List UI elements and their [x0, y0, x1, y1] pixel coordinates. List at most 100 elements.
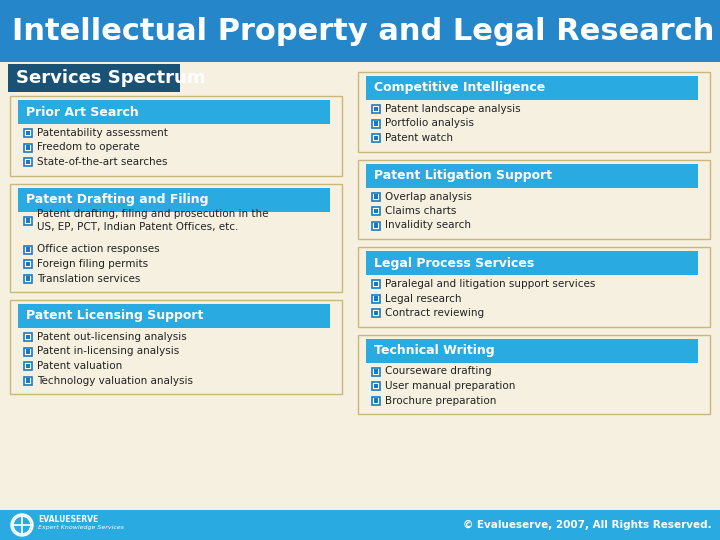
FancyBboxPatch shape [10, 96, 342, 176]
FancyBboxPatch shape [26, 247, 30, 252]
FancyBboxPatch shape [26, 145, 30, 150]
Text: Patent in-licensing analysis: Patent in-licensing analysis [37, 347, 179, 356]
Text: Translation services: Translation services [37, 273, 140, 284]
Text: Technical Writing: Technical Writing [374, 344, 495, 357]
FancyBboxPatch shape [374, 209, 378, 213]
FancyBboxPatch shape [24, 144, 32, 152]
Text: Courseware drafting: Courseware drafting [385, 367, 492, 376]
Text: User manual preparation: User manual preparation [385, 381, 516, 391]
FancyBboxPatch shape [24, 376, 32, 384]
Text: Expert Knowledge Services: Expert Knowledge Services [38, 525, 124, 530]
FancyBboxPatch shape [18, 187, 330, 212]
FancyBboxPatch shape [358, 334, 710, 414]
Text: Intellectual Property and Legal Research: Intellectual Property and Legal Research [12, 17, 714, 45]
FancyBboxPatch shape [26, 218, 30, 222]
Text: Patent Licensing Support: Patent Licensing Support [26, 309, 203, 322]
FancyBboxPatch shape [358, 159, 710, 239]
Text: Freedom to operate: Freedom to operate [37, 143, 140, 152]
FancyBboxPatch shape [0, 0, 720, 62]
Text: © Evalueserve, 2007, All Rights Reserved.: © Evalueserve, 2007, All Rights Reserved… [464, 520, 712, 530]
FancyBboxPatch shape [26, 262, 30, 266]
FancyBboxPatch shape [0, 0, 720, 62]
Text: Patent Litigation Support: Patent Litigation Support [374, 169, 552, 182]
FancyBboxPatch shape [10, 300, 342, 394]
Text: Brochure preparation: Brochure preparation [385, 395, 496, 406]
FancyBboxPatch shape [26, 335, 30, 339]
Text: Overlap analysis: Overlap analysis [385, 192, 472, 201]
Circle shape [13, 516, 31, 534]
FancyBboxPatch shape [0, 62, 720, 510]
Text: Patent Drafting and Filing: Patent Drafting and Filing [26, 193, 209, 206]
FancyBboxPatch shape [372, 294, 380, 302]
Text: Patentability assessment: Patentability assessment [37, 128, 168, 138]
Text: Office action responses: Office action responses [37, 245, 160, 254]
FancyBboxPatch shape [372, 382, 380, 390]
FancyBboxPatch shape [24, 217, 32, 225]
Text: Claims charts: Claims charts [385, 206, 456, 216]
FancyBboxPatch shape [358, 72, 710, 152]
FancyBboxPatch shape [372, 309, 380, 317]
Text: Legal research: Legal research [385, 294, 462, 303]
FancyBboxPatch shape [372, 207, 380, 215]
FancyBboxPatch shape [366, 339, 698, 362]
Text: Foreign filing permits: Foreign filing permits [37, 259, 148, 269]
FancyBboxPatch shape [24, 274, 32, 282]
FancyBboxPatch shape [366, 76, 698, 100]
FancyBboxPatch shape [26, 131, 30, 135]
FancyBboxPatch shape [374, 296, 378, 301]
Text: Competitive Intelligence: Competitive Intelligence [374, 82, 545, 94]
FancyBboxPatch shape [372, 105, 380, 113]
FancyBboxPatch shape [24, 158, 32, 166]
Text: Patent landscape analysis: Patent landscape analysis [385, 104, 521, 114]
FancyBboxPatch shape [374, 310, 378, 315]
FancyBboxPatch shape [374, 136, 378, 140]
FancyBboxPatch shape [374, 369, 378, 374]
FancyBboxPatch shape [26, 276, 30, 281]
FancyBboxPatch shape [372, 119, 380, 127]
FancyBboxPatch shape [372, 396, 380, 404]
FancyBboxPatch shape [26, 364, 30, 368]
FancyBboxPatch shape [374, 223, 378, 228]
FancyBboxPatch shape [26, 378, 30, 383]
FancyBboxPatch shape [366, 164, 698, 187]
FancyBboxPatch shape [24, 129, 32, 137]
FancyBboxPatch shape [358, 247, 710, 327]
FancyBboxPatch shape [372, 368, 380, 375]
FancyBboxPatch shape [24, 333, 32, 341]
FancyBboxPatch shape [24, 362, 32, 370]
FancyBboxPatch shape [374, 282, 378, 286]
FancyBboxPatch shape [18, 100, 330, 124]
FancyBboxPatch shape [374, 122, 378, 126]
Text: Technology valuation analysis: Technology valuation analysis [37, 375, 193, 386]
Circle shape [11, 514, 33, 536]
Text: Paralegal and litigation support services: Paralegal and litigation support service… [385, 279, 595, 289]
Text: Patent watch: Patent watch [385, 133, 453, 143]
FancyBboxPatch shape [366, 251, 698, 275]
FancyBboxPatch shape [26, 160, 30, 164]
Text: Services Spectrum: Services Spectrum [16, 69, 205, 87]
Text: Prior Art Search: Prior Art Search [26, 105, 139, 118]
FancyBboxPatch shape [26, 349, 30, 354]
Text: EVALUESERVE: EVALUESERVE [38, 516, 98, 524]
FancyBboxPatch shape [374, 399, 378, 403]
FancyBboxPatch shape [0, 510, 720, 540]
FancyBboxPatch shape [372, 280, 380, 288]
FancyBboxPatch shape [374, 384, 378, 388]
Text: Contract reviewing: Contract reviewing [385, 308, 484, 318]
FancyBboxPatch shape [372, 192, 380, 200]
FancyBboxPatch shape [24, 260, 32, 268]
Text: Patent valuation: Patent valuation [37, 361, 122, 371]
FancyBboxPatch shape [24, 246, 32, 253]
FancyBboxPatch shape [374, 107, 378, 111]
Text: Patent drafting, filing and prosecution in the
US, EP, PCT, Indian Patent Office: Patent drafting, filing and prosecution … [37, 209, 269, 232]
Text: Legal Process Services: Legal Process Services [374, 256, 534, 269]
Text: Portfolio analysis: Portfolio analysis [385, 118, 474, 129]
FancyBboxPatch shape [18, 304, 330, 328]
FancyBboxPatch shape [24, 348, 32, 355]
FancyBboxPatch shape [372, 221, 380, 229]
FancyBboxPatch shape [10, 184, 342, 292]
Text: Invalidity search: Invalidity search [385, 220, 471, 231]
Text: Patent out-licensing analysis: Patent out-licensing analysis [37, 332, 186, 342]
FancyBboxPatch shape [374, 194, 378, 199]
FancyBboxPatch shape [372, 134, 380, 142]
